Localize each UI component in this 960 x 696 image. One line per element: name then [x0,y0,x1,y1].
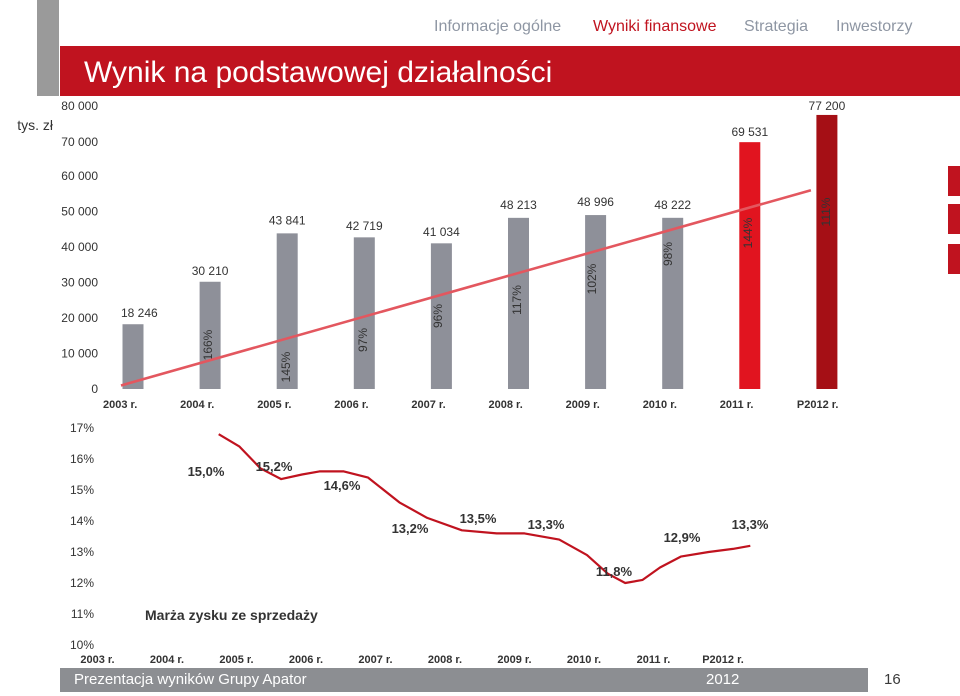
x-axis-label: 2006 r. [334,399,368,411]
growth-percent-label: 96% [431,304,445,328]
bar-value-label: 48 222 [654,198,691,212]
growth-percent-label: 98% [661,242,675,266]
growth-percent-label: 102% [585,263,599,294]
margin-y-tick-label: 13% [70,545,94,559]
x-axis-label: 2005 r. [257,399,291,411]
x-axis-label: P2012 r. [797,399,839,411]
bar [816,114,838,389]
bar [508,217,529,389]
bar-value-label: 41 034 [423,225,460,239]
bar-value-label: 69 531 [731,125,768,139]
bar [662,217,684,389]
x-axis-label: 2007 r. [411,399,445,411]
page-number: 16 [884,671,901,688]
growth-percent-label: 145% [279,351,293,382]
margin-value-label: 15,2% [256,459,293,474]
y-tick-label: 0 [91,382,98,396]
margin-y-tick-label: 10% [70,638,94,652]
page-title: Wynik na podstawowej działalności [84,56,553,89]
x-axis-label: 2011 r. [720,399,754,411]
margin-value-label: 13,5% [460,511,497,526]
x-axis-label: 2003 r. [103,399,137,411]
margin-y-tick-label: 12% [70,576,94,590]
bar-value-label: 42 719 [346,219,383,233]
y-tick-label: 20 000 [61,311,98,325]
margin-x-axis-label: 2003 r. [80,654,114,666]
side-tab[interactable] [948,166,960,196]
y-tick-label: 40 000 [61,240,98,254]
margin-value-label: 15,0% [188,464,225,479]
margin-y-tick-label: 14% [70,514,94,528]
margin-value-label: 14,6% [324,478,361,493]
bar [353,237,375,389]
margin-x-axis-label: 2006 r. [289,654,323,666]
bar [122,324,144,389]
nav-informacje-ogolne[interactable]: Informacje ogólne [434,18,562,35]
margin-y-tick-label: 16% [70,452,94,466]
growth-percent-label: 166% [201,329,215,360]
bar [276,233,298,389]
x-axis-label: 2008 r. [489,399,523,411]
nav-inwestorzy[interactable]: Inwestorzy [836,18,913,35]
margin-y-tick-label: 15% [70,483,94,497]
margin-x-axis-label: 2008 r. [428,654,462,666]
nav-wyniki-finansowe[interactable]: Wyniki finansowe [593,18,717,35]
margin-x-axis-label: 2011 r. [637,654,671,666]
margin-value-label: 12,9% [664,530,701,545]
header-grey-stripe [37,0,59,96]
margin-y-tick-label: 11% [71,607,94,621]
margin-x-axis-label: 2007 r. [358,654,392,666]
bar [430,243,452,389]
margin-value-label: 13,3% [732,517,769,532]
growth-percent-label: 144% [741,217,755,248]
y-tick-label: 50 000 [61,205,98,219]
bar-value-label: 77 200 [809,99,846,113]
y-tick-label: 60 000 [61,169,98,183]
margin-y-tick-label: 17% [70,421,94,435]
side-tab[interactable] [948,244,960,274]
bar-value-label: 30 210 [192,264,229,278]
bar [739,142,761,389]
nav-strategia[interactable]: Strategia [744,18,809,35]
margin-value-label: 13,3% [528,517,565,532]
footer-presentation-title: Prezentacja wyników Grupy Apator [74,671,307,688]
margin-x-axis-label: 2004 r. [150,654,184,666]
bar-value-label: 18 246 [121,306,158,320]
margin-line [218,433,751,585]
bar-value-label: 43 841 [269,213,306,227]
footer-bar [60,668,868,692]
margin-chart-title: Marża zysku ze sprzedaży [145,607,318,623]
growth-percent-label: 111% [819,197,833,226]
footer-year: 2012 [706,671,740,688]
x-axis-label: 2004 r. [180,399,214,411]
y-tick-label: 80 000 [61,99,98,113]
y-tick-label: 70 000 [61,135,98,149]
title-bar [60,46,960,96]
trend-line [120,188,812,387]
margin-x-axis-label: 2005 r. [219,654,253,666]
margin-value-label: 11,8% [596,564,633,579]
y-tick-label: 10 000 [61,347,98,361]
y-unit-label: tys. zł [17,117,54,133]
margin-x-axis-label: P2012 r. [702,654,744,666]
margin-x-axis-label: 2009 r. [497,654,531,666]
margin-value-label: 13,2% [392,521,429,536]
margin-x-axis-label: 2010 r. [567,654,601,666]
growth-percent-label: 117% [510,285,524,315]
side-tab[interactable] [948,204,960,234]
x-axis-label: 2009 r. [566,399,600,411]
x-axis-label: 2010 r. [643,399,677,411]
bar-value-label: 48 996 [577,195,614,209]
bar-value-label: 48 213 [500,198,537,212]
bar [585,215,607,389]
growth-percent-label: 97% [356,328,370,352]
y-tick-label: 30 000 [61,276,98,290]
